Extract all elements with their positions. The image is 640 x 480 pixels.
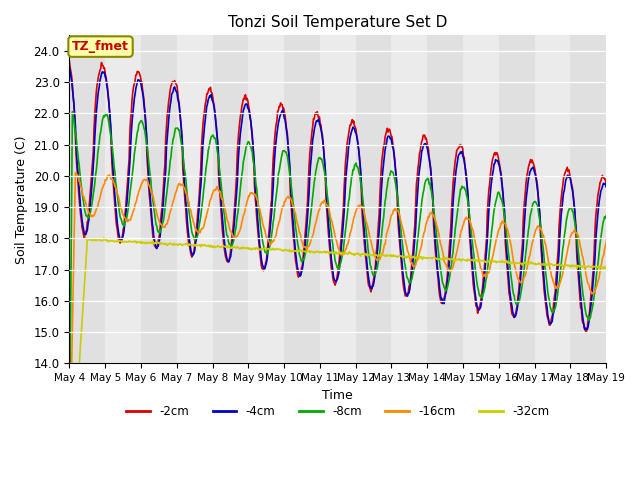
Bar [463, 36, 499, 363]
-4cm [238, 118, 246, 124]
Line: -2cm: -2cm [69, 61, 640, 339]
-4cm [288, 202, 296, 208]
-32cm [239, 244, 246, 250]
-32cm [100, 235, 108, 241]
Bar [427, 36, 463, 363]
-8cm [65, 452, 73, 458]
Bar [141, 36, 177, 363]
-32cm [289, 248, 296, 253]
Bar [392, 36, 427, 363]
-2cm [415, 160, 422, 166]
-8cm [134, 129, 141, 135]
-16cm [134, 194, 141, 200]
Bar [499, 36, 534, 363]
-2cm [447, 225, 454, 230]
-2cm [638, 188, 640, 194]
-8cm [289, 195, 296, 201]
X-axis label: Time: Time [323, 389, 353, 402]
-2cm [65, 59, 73, 64]
Line: -8cm: -8cm [69, 112, 640, 455]
-4cm [638, 194, 640, 200]
-4cm [65, 64, 73, 70]
-8cm [267, 239, 275, 244]
Bar [284, 36, 320, 363]
Bar [69, 36, 105, 363]
-16cm [72, 170, 79, 176]
Legend: -2cm, -4cm, -8cm, -16cm, -32cm: -2cm, -4cm, -8cm, -16cm, -32cm [122, 401, 554, 423]
-2cm [238, 104, 246, 110]
-32cm [134, 239, 141, 245]
-2cm [617, 336, 625, 342]
-16cm [448, 267, 456, 273]
Bar [570, 36, 606, 363]
Bar [320, 36, 356, 363]
-2cm [132, 72, 140, 77]
-16cm [289, 203, 296, 208]
-16cm [239, 217, 246, 223]
-8cm [415, 221, 423, 227]
-4cm [266, 226, 274, 231]
Bar [356, 36, 392, 363]
Text: TZ_fmet: TZ_fmet [72, 40, 129, 53]
-2cm [288, 212, 296, 218]
-4cm [415, 174, 422, 180]
Bar [177, 36, 212, 363]
Bar [534, 36, 570, 363]
-4cm [619, 335, 627, 341]
Line: -16cm: -16cm [69, 173, 640, 480]
Bar [248, 36, 284, 363]
Bar [212, 36, 248, 363]
-32cm [448, 256, 456, 262]
-8cm [239, 168, 246, 173]
-32cm [267, 247, 275, 252]
-8cm [68, 109, 76, 115]
-4cm [132, 83, 140, 88]
-16cm [267, 241, 275, 247]
-8cm [638, 436, 640, 442]
Line: -4cm: -4cm [69, 67, 640, 338]
-32cm [415, 255, 423, 261]
Title: Tonzi Soil Temperature Set D: Tonzi Soil Temperature Set D [228, 15, 447, 30]
-16cm [415, 250, 423, 256]
-8cm [448, 262, 456, 268]
-4cm [447, 240, 454, 246]
Bar [105, 36, 141, 363]
Y-axis label: Soil Temperature (C): Soil Temperature (C) [15, 135, 28, 264]
Line: -32cm: -32cm [69, 238, 640, 480]
-2cm [266, 214, 274, 219]
